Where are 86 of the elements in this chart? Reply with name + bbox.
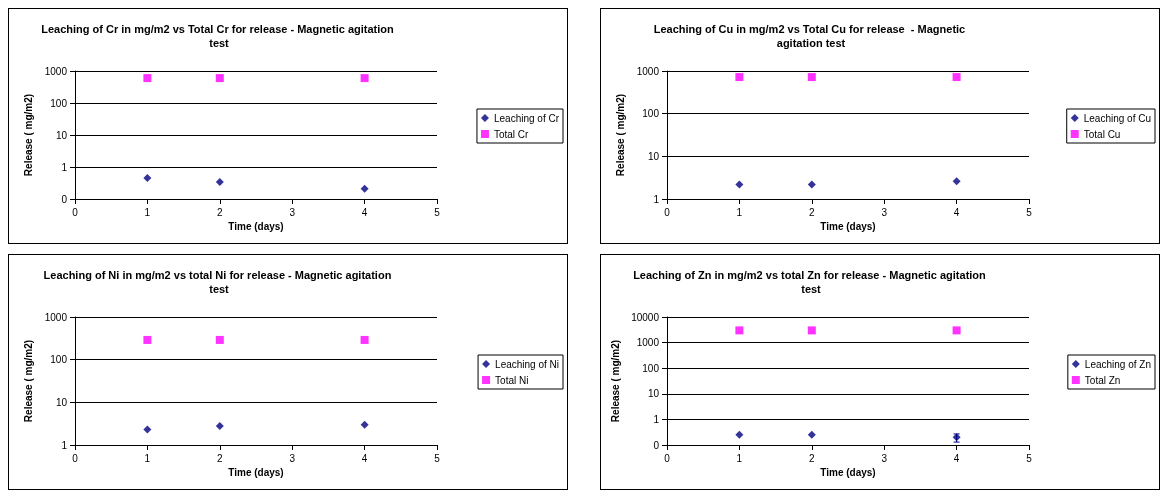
y-tick-label: 1000 <box>636 337 660 349</box>
point <box>952 326 961 335</box>
point <box>735 180 744 189</box>
x-tick-label: 3 <box>289 206 296 218</box>
x-tick-label: 2 <box>809 452 816 464</box>
x-tick-label: 1 <box>144 206 151 218</box>
x-tick-label: 5 <box>1026 206 1033 218</box>
y-tick-label: 10000 <box>631 311 660 323</box>
point <box>735 430 744 439</box>
chart-title: Leaching of Cr in mg/m2 vs Total Cr for release - Magnetic agitation test <box>41 23 397 49</box>
x-tick-label: 0 <box>72 452 79 464</box>
x-tick-label: 4 <box>953 206 960 218</box>
x-tick-label: 5 <box>434 452 441 464</box>
point <box>215 421 224 430</box>
x-tick-label: 3 <box>289 452 296 464</box>
point <box>807 73 816 82</box>
y-tick-label: 1000 <box>44 311 68 323</box>
y-tick-label: 10 <box>55 396 68 408</box>
y-tick-label: 1000 <box>44 65 68 77</box>
legend-label: Total Cu <box>1083 128 1121 140</box>
chart-title: Leaching of Cu in mg/m2 vs Total Cu for release - Magnetic agitation test <box>653 23 969 49</box>
x-tick-label: 1 <box>736 206 743 218</box>
point <box>143 425 152 434</box>
y-tick-label: 10 <box>55 129 68 141</box>
x-tick-label: 2 <box>217 452 224 464</box>
point <box>143 174 152 183</box>
y-tick-label: 100 <box>50 97 68 109</box>
point <box>735 73 744 82</box>
chart-title: Leaching of Ni in mg/m2 vs total Ni for release - Magnetic agitation test <box>43 269 395 295</box>
x-axis-title: Time (days) <box>820 221 876 233</box>
legend-label: Total Ni <box>495 374 529 386</box>
x-axis-title: Time (days) <box>228 221 284 233</box>
y-tick-label: 100 <box>50 354 68 366</box>
y-tick-label: 1 <box>653 193 660 205</box>
y-axis-title: Release ( mg/m2) <box>22 93 34 177</box>
y-tick-label: 10 <box>647 388 660 400</box>
x-tick-label: 5 <box>434 206 441 218</box>
chart-title: Leaching of Zn in mg/m2 vs total Zn for release - Magnetic agitation test <box>633 269 989 295</box>
point <box>807 180 816 189</box>
point <box>143 335 152 344</box>
point <box>360 184 369 193</box>
x-tick-label: 0 <box>664 206 671 218</box>
point <box>360 74 369 83</box>
y-tick-label: 1 <box>61 161 68 173</box>
point <box>215 74 224 83</box>
legend-label: Leaching of Ni <box>495 358 560 370</box>
point <box>952 73 961 82</box>
x-tick-label: 1 <box>144 452 151 464</box>
y-axis-title: Release ( mg/m2) <box>614 93 626 177</box>
y-tick-label: 100 <box>642 108 660 120</box>
x-axis-title: Time (days) <box>228 467 284 479</box>
x-axis-title: Time (days) <box>820 467 876 479</box>
point <box>807 326 816 335</box>
y-tick-label: 0 <box>653 439 660 451</box>
legend-label: Total Zn <box>1084 374 1121 386</box>
x-tick-label: 2 <box>217 206 224 218</box>
x-tick-label: 2 <box>809 206 816 218</box>
y-tick-label: 1 <box>61 439 68 451</box>
x-tick-label: 0 <box>72 206 79 218</box>
y-tick-label: 1 <box>653 413 660 425</box>
point <box>360 335 369 344</box>
point <box>215 177 224 186</box>
legend-label: Total Cr <box>493 128 530 140</box>
x-tick-label: 3 <box>881 452 888 464</box>
y-axis-title: Release ( mg/m2) <box>22 339 34 423</box>
x-tick-label: 4 <box>953 452 960 464</box>
point <box>807 430 816 439</box>
point <box>952 177 961 186</box>
x-tick-label: 1 <box>736 452 743 464</box>
point <box>735 326 744 335</box>
legend-label: Leaching of Zn <box>1084 358 1152 370</box>
y-tick-label: 10 <box>647 150 660 162</box>
x-tick-label: 0 <box>664 452 671 464</box>
x-tick-label: 4 <box>361 452 368 464</box>
y-tick-label: 0 <box>61 193 68 205</box>
y-tick-label: 1000 <box>636 65 660 77</box>
x-tick-label: 3 <box>881 206 888 218</box>
x-tick-label: 5 <box>1026 452 1033 464</box>
point <box>360 420 369 429</box>
x-tick-label: 4 <box>361 206 368 218</box>
y-tick-label: 100 <box>642 362 660 374</box>
y-axis-title: Release ( mg/m2) <box>609 339 621 423</box>
point <box>215 335 224 344</box>
point <box>143 74 152 83</box>
legend-label: Leaching of Cu <box>1083 112 1152 124</box>
legend-label: Leaching of Cr <box>493 112 560 124</box>
